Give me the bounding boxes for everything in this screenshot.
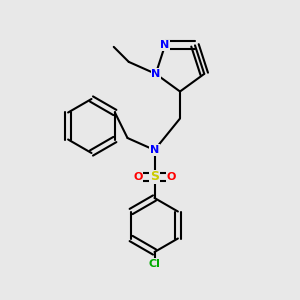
Text: Cl: Cl (148, 259, 160, 269)
Text: N: N (160, 40, 169, 50)
Text: O: O (133, 172, 143, 182)
Text: S: S (150, 170, 159, 184)
Text: N: N (150, 145, 159, 155)
Text: O: O (166, 172, 176, 182)
Text: N: N (151, 69, 160, 79)
